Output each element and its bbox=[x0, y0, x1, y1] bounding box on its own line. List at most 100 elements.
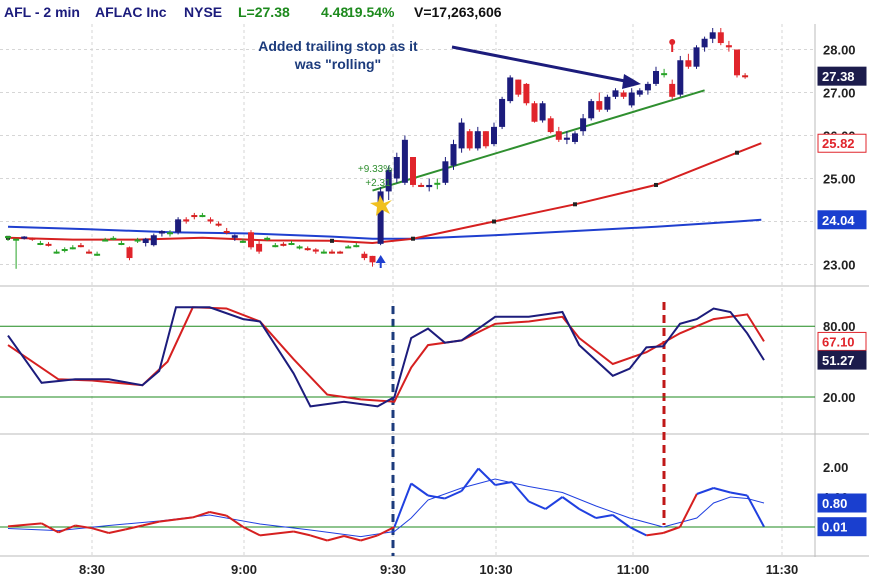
candle-body bbox=[37, 243, 44, 245]
candle-body bbox=[158, 230, 165, 234]
osc-main-segment bbox=[713, 487, 731, 494]
x-tick-label: 10:30 bbox=[479, 562, 512, 577]
candle-body bbox=[604, 96, 611, 110]
candle-body bbox=[547, 118, 554, 133]
ma-marker bbox=[573, 202, 577, 207]
candle-body bbox=[134, 239, 141, 242]
osc-main-segment bbox=[545, 496, 563, 510]
candle-body bbox=[458, 122, 465, 149]
osc-main-segment bbox=[696, 487, 714, 495]
candle-body bbox=[539, 103, 546, 121]
osc-main-segment bbox=[646, 532, 664, 537]
candle-body bbox=[183, 219, 190, 222]
ma-marker bbox=[654, 182, 658, 187]
stoch-tick-label: 80.00 bbox=[823, 319, 856, 334]
candle-body bbox=[13, 238, 20, 241]
candle-body bbox=[620, 92, 627, 97]
annotation-line-2: was "rolling" bbox=[294, 56, 381, 72]
value-badge bbox=[817, 210, 867, 230]
x-tick-label: 9:00 bbox=[231, 562, 257, 577]
entry-arrow-head bbox=[375, 255, 386, 263]
candle-body bbox=[110, 237, 117, 240]
candle-body bbox=[61, 249, 68, 252]
osc-main-segment bbox=[427, 494, 445, 500]
value-badge-label: 51.27 bbox=[822, 353, 855, 368]
osc-main-segment bbox=[730, 491, 748, 497]
candle-body bbox=[491, 126, 497, 145]
candle-body bbox=[345, 246, 352, 249]
candle-body bbox=[555, 131, 562, 140]
percent-change: 19.54% bbox=[347, 4, 395, 20]
y-tick-label: 25.00 bbox=[823, 172, 856, 187]
candle-body bbox=[385, 169, 392, 192]
candle-body bbox=[393, 157, 400, 179]
price-panel bbox=[5, 28, 762, 269]
candle-body bbox=[499, 98, 506, 127]
value-badge bbox=[817, 331, 867, 351]
candle-body bbox=[410, 157, 416, 185]
candle-body bbox=[725, 45, 732, 48]
candle-body bbox=[86, 251, 92, 254]
y-tick-label: 27.00 bbox=[823, 86, 856, 101]
osc-main-segment bbox=[159, 518, 177, 523]
candle-body bbox=[717, 32, 724, 44]
candle-body bbox=[53, 251, 60, 254]
osc-main-segment bbox=[175, 516, 193, 521]
candle-body bbox=[361, 253, 368, 259]
axes: 8:309:009:3010:3011:0011:3023.0024.0025.… bbox=[79, 43, 867, 577]
osc-main-segment bbox=[629, 526, 647, 537]
value-badge-label: 24.04 bbox=[822, 213, 855, 228]
gain-percent: +9.33% bbox=[358, 164, 392, 175]
x-tick-label: 11:00 bbox=[617, 562, 650, 577]
candle-body bbox=[612, 90, 619, 97]
ma-marker bbox=[330, 238, 334, 243]
candle-body bbox=[353, 245, 360, 248]
osc-main-segment bbox=[142, 520, 160, 527]
annotation: Added trailing stop as it was "rolling" … bbox=[258, 38, 641, 189]
oscillator-panel bbox=[0, 467, 815, 542]
osc-main-segment bbox=[578, 508, 597, 519]
candle-body bbox=[580, 118, 587, 132]
value-badge-label: 27.38 bbox=[822, 69, 855, 84]
value-badge bbox=[817, 350, 867, 370]
stoch-fast-line bbox=[7, 306, 765, 408]
osc-main-segment bbox=[242, 526, 261, 537]
candle-body bbox=[248, 232, 254, 248]
candle-body bbox=[636, 90, 643, 95]
osc-main-segment bbox=[91, 527, 110, 534]
osc-main-segment bbox=[612, 514, 631, 528]
last-price: L=27.38 bbox=[238, 4, 290, 20]
candle-body bbox=[677, 60, 684, 95]
osc-main-segment bbox=[108, 528, 126, 534]
candle-body bbox=[264, 237, 271, 240]
symbol-label: AFL - 2 min bbox=[4, 4, 80, 20]
annotation-arrowhead bbox=[622, 74, 641, 89]
slow-moving-average bbox=[7, 218, 762, 240]
candle-body bbox=[450, 144, 457, 166]
value-badge bbox=[817, 517, 867, 537]
gridlines bbox=[0, 24, 869, 557]
candle-body bbox=[482, 131, 489, 147]
osc-main-segment bbox=[377, 526, 395, 537]
x-tick-label: 11:30 bbox=[766, 562, 799, 577]
ma-marker bbox=[735, 150, 739, 155]
candle-body bbox=[256, 243, 263, 252]
candle-body bbox=[69, 247, 76, 250]
osc-main-segment bbox=[393, 483, 413, 528]
candle-body bbox=[401, 139, 408, 183]
exit-marker-dot bbox=[669, 39, 676, 45]
candle-body bbox=[523, 83, 530, 104]
candle-body bbox=[21, 236, 28, 239]
candle-body bbox=[563, 137, 570, 140]
candle-body bbox=[369, 255, 376, 263]
candle-body bbox=[653, 71, 659, 84]
candle-body bbox=[693, 47, 700, 67]
candle-body bbox=[596, 101, 603, 110]
value-badge-label: 25.82 bbox=[822, 136, 855, 151]
gain-absolute: +2.31 bbox=[365, 178, 391, 189]
candle-body bbox=[272, 245, 279, 248]
candle-body bbox=[77, 245, 84, 248]
osc-tick-label: 2.00 bbox=[823, 460, 848, 475]
candle-body bbox=[45, 243, 52, 246]
